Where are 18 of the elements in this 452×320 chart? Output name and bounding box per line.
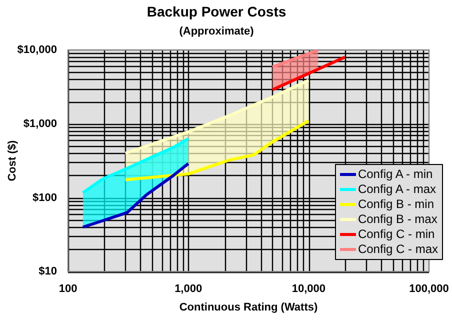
legend-label: Config A - max: [358, 182, 436, 197]
x-axis-title: Continuous Rating (Watts): [179, 301, 318, 314]
chart-title: Backup Power Costs: [146, 3, 286, 20]
y-tick-label: $100: [32, 192, 57, 204]
y-tick-label: $1,000: [23, 118, 57, 130]
y-axis-title: Cost ($): [6, 140, 19, 182]
legend-label: Config B - max: [358, 212, 438, 227]
x-tick-label: 1,000: [174, 283, 202, 296]
legend-label: Config A - min: [358, 166, 433, 182]
x-tick-label: 10,000: [292, 283, 326, 296]
chart-subtitle: (Approximate): [179, 25, 254, 38]
x-tick-label: 100: [58, 283, 78, 296]
legend-label: Config C - min: [358, 226, 435, 242]
y-tick-label: $10,000: [17, 44, 57, 56]
legend-label: Config C - max: [358, 242, 438, 257]
y-tick-label: $10: [38, 266, 57, 278]
x-tick-label: 100,000: [409, 283, 449, 296]
legend-label: Config B - min: [358, 196, 434, 212]
